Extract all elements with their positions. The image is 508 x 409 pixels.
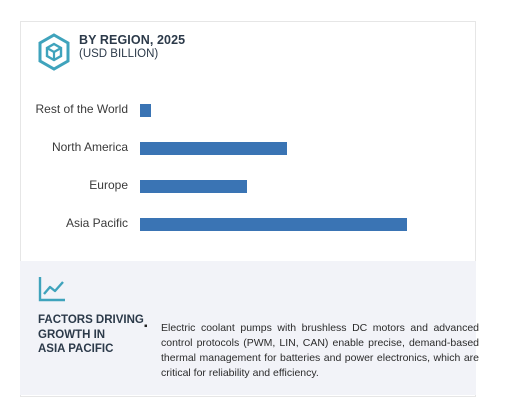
chart-subtitle: (USD BILLION)	[79, 48, 159, 60]
chart-title: BY REGION, 2025	[79, 33, 186, 47]
hexagon-cube-icon	[38, 33, 70, 71]
factors-title-line: GROWTH IN	[38, 328, 106, 341]
category-label: Rest of the World	[35, 102, 128, 116]
factors-title-line: ASIA PACIFIC	[38, 343, 114, 355]
factors-panel	[20, 261, 476, 395]
category-label: North America	[51, 140, 128, 154]
factors-title-line: FACTORS DRIVING	[38, 314, 144, 326]
trend-chart-icon	[38, 277, 65, 302]
bar	[140, 104, 151, 117]
category-label: Asia Pacific	[65, 216, 128, 230]
category-label: Europe	[89, 178, 128, 192]
bar	[140, 218, 407, 231]
bar	[140, 180, 247, 193]
bullet-icon: ▪	[144, 321, 148, 332]
factors-title: FACTORS DRIVING GROWTH IN ASIA PACIFIC	[38, 313, 144, 357]
factors-text: Electric coolant pumps with brushless DC…	[161, 322, 479, 379]
bar	[140, 142, 287, 155]
